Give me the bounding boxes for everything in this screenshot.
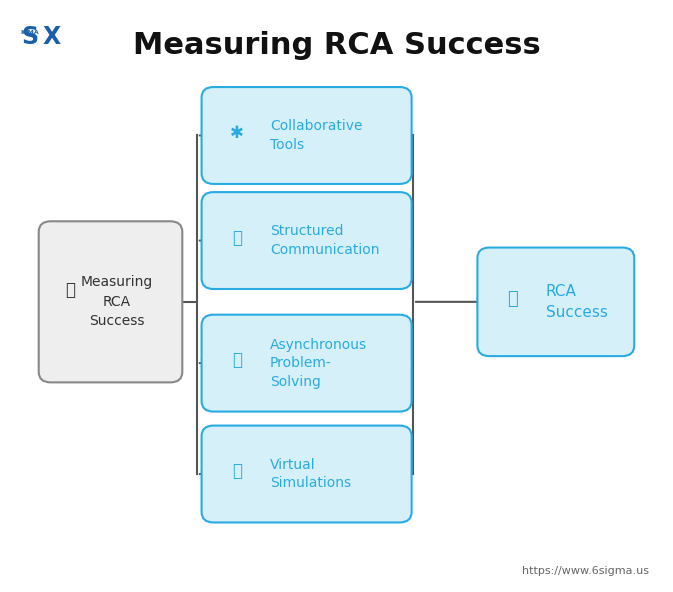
Text: 📋: 📋 bbox=[66, 281, 75, 299]
FancyBboxPatch shape bbox=[202, 87, 412, 184]
Text: S: S bbox=[21, 25, 38, 49]
Text: Measuring RCA Success: Measuring RCA Success bbox=[133, 31, 540, 60]
Text: 🏆: 🏆 bbox=[507, 290, 518, 308]
Text: 🎓: 🎓 bbox=[232, 462, 242, 480]
Text: RCA
Success: RCA Success bbox=[546, 284, 608, 320]
FancyBboxPatch shape bbox=[202, 192, 412, 289]
FancyBboxPatch shape bbox=[39, 221, 182, 382]
FancyBboxPatch shape bbox=[477, 247, 634, 356]
Text: Virtual
Simulations: Virtual Simulations bbox=[270, 458, 351, 490]
Text: X: X bbox=[43, 25, 61, 49]
Text: https://www.6sigma.us: https://www.6sigma.us bbox=[522, 566, 649, 576]
Text: ✱: ✱ bbox=[230, 124, 244, 141]
Text: ⏰: ⏰ bbox=[232, 351, 242, 369]
Text: IGMA: IGMA bbox=[20, 30, 39, 36]
FancyBboxPatch shape bbox=[202, 426, 412, 523]
Text: Asynchronous
Problem-
Solving: Asynchronous Problem- Solving bbox=[270, 337, 367, 388]
Text: Measuring
RCA
Success: Measuring RCA Success bbox=[81, 275, 153, 329]
Text: Structured
Communication: Structured Communication bbox=[270, 224, 380, 257]
Text: Collaborative
Tools: Collaborative Tools bbox=[270, 120, 363, 152]
FancyBboxPatch shape bbox=[202, 315, 412, 411]
Text: 💬: 💬 bbox=[232, 229, 242, 247]
